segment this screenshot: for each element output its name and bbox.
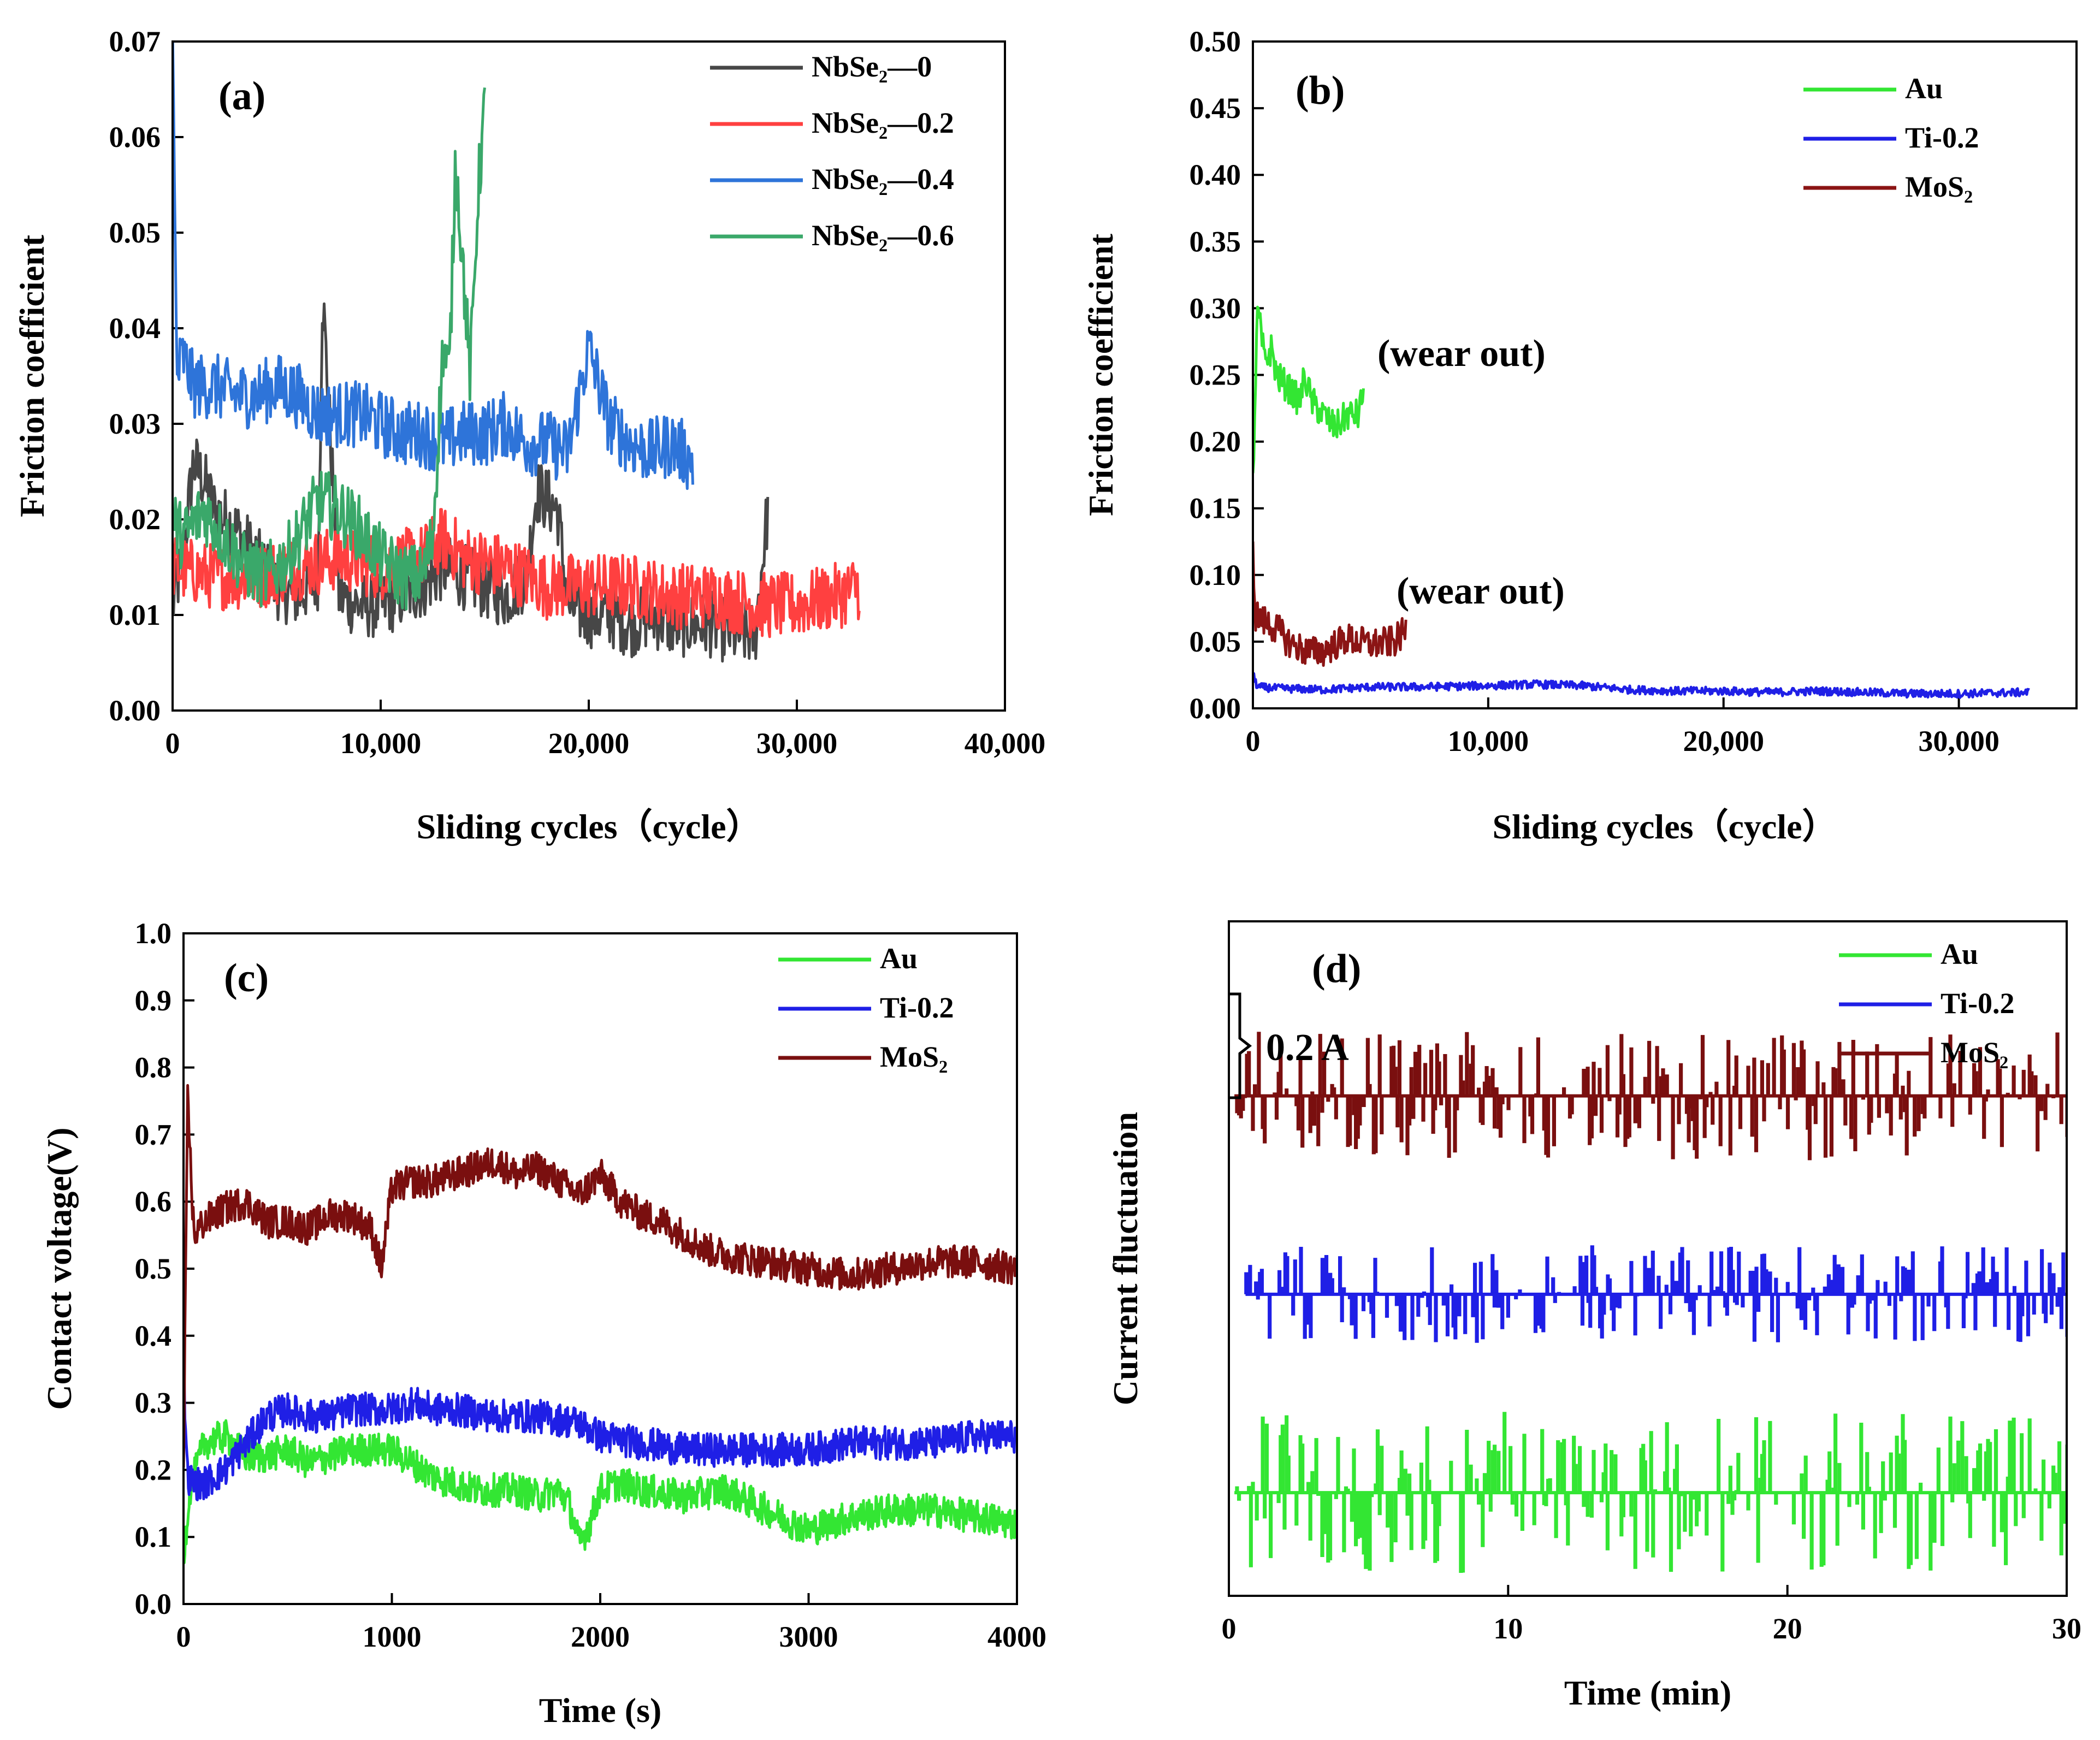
- y-tick-label: 0.07: [109, 25, 161, 58]
- annotation-wear-out: (wear out): [1397, 570, 1565, 612]
- series-line-MoS₂: [1234, 1032, 2066, 1161]
- x-tick-label: 30,000: [756, 727, 838, 760]
- y-tick-label: 0.8: [135, 1051, 172, 1084]
- y-tick-label: 0.30: [1190, 292, 1241, 324]
- legend-label: NbSe₂—0.4: [812, 163, 954, 196]
- x-tick-label: 20: [1773, 1612, 1802, 1645]
- y-tick-label: 1.0: [135, 917, 172, 950]
- series-line-NbSe₂—0.6: [174, 87, 486, 611]
- x-tick-label: 40,000: [965, 727, 1046, 760]
- y-tick-label: 0.45: [1190, 92, 1241, 125]
- x-tick-label: 10,000: [1448, 725, 1529, 757]
- plot-area: [174, 43, 861, 663]
- y-tick-label: 0.04: [109, 312, 161, 345]
- y-tick-label: 0.35: [1190, 225, 1241, 258]
- series-line-Ti-0.2: [1254, 672, 2030, 699]
- y-tick-label: 0.10: [1190, 559, 1241, 591]
- panel-letter: (c): [224, 956, 269, 1001]
- x-tick-label: 4000: [987, 1620, 1046, 1653]
- y-tick-label: 0.00: [109, 694, 161, 727]
- plot-area: [1254, 305, 2030, 699]
- legend-label: Ti-0.2: [1941, 987, 2015, 1020]
- x-tick-label: 20,000: [1683, 725, 1764, 757]
- series-line-MoS₂: [185, 1084, 1016, 1468]
- y-axis-label: Contact voltage(V): [40, 1127, 79, 1410]
- chart-panel-b: 0 10,000 20,000 30,000 0.00 0.05 0.10 0.15 0.20 0…: [1081, 25, 2078, 846]
- legend-label: Au: [1941, 938, 1978, 970]
- series-line-MoS₂: [1254, 541, 1407, 667]
- y-tick-label: 0.5: [135, 1252, 172, 1285]
- panel-letter: (b): [1296, 68, 1345, 113]
- x-tick-label: 10: [1493, 1612, 1523, 1645]
- x-tick-label: 2000: [571, 1620, 630, 1653]
- y-tick-label: 0.4: [135, 1319, 172, 1352]
- series-line-Ti-0.2: [185, 1372, 1016, 1501]
- y-tick-label: 0.00: [1190, 692, 1241, 725]
- x-axis-label: Time (s): [539, 1691, 662, 1730]
- y-tick-label: 0.15: [1190, 492, 1241, 525]
- legend-label: NbSe₂—0.6: [812, 219, 954, 252]
- y-tick-label: 0.6: [135, 1185, 172, 1218]
- legend-label: Au: [880, 942, 918, 975]
- legend-label: NbSe₂—0: [812, 50, 932, 83]
- x-tick-label: 0: [176, 1620, 191, 1653]
- y-tick-label: 0.05: [109, 216, 161, 249]
- plot-area: [185, 1084, 1016, 1564]
- y-tick-label: 0.05: [1190, 625, 1241, 658]
- chart-panel-d: 0 10 20 30 Time (min) Current fluctuation (d) 0…: [1106, 920, 2081, 1712]
- y-tick-label: 0.3: [135, 1387, 172, 1419]
- y-tick-label: 0.50: [1190, 25, 1241, 58]
- x-tick-label: 30,000: [1918, 725, 2000, 757]
- x-axis-label: Time (min): [1564, 1673, 1731, 1712]
- x-tick-label: 0: [165, 727, 180, 760]
- series-line-Au: [185, 1419, 1016, 1564]
- y-tick-label: 0.7: [135, 1118, 172, 1151]
- y-tick-label: 0.20: [1190, 425, 1241, 458]
- legend-label: MoS₂: [880, 1040, 948, 1073]
- y-axis-label: Friction coefficient: [13, 234, 51, 517]
- x-tick-label: 3000: [779, 1620, 838, 1653]
- series-line-Au: [1254, 305, 1365, 474]
- x-tick-label: 20,000: [548, 727, 630, 760]
- y-tick-label: 0.2: [135, 1453, 172, 1486]
- legend-label: Ti-0.2: [880, 991, 954, 1024]
- legend-label: NbSe₂—0.2: [812, 106, 954, 139]
- x-tick-label: 10,000: [340, 727, 422, 760]
- x-axis-label: Sliding cycles（cycle）: [416, 807, 761, 846]
- annotation-wear-out: (wear out): [1377, 333, 1546, 375]
- x-tick-label: 0: [1246, 725, 1261, 757]
- x-tick-label: 1000: [363, 1620, 422, 1653]
- series-line-NbSe₂—0.4: [174, 43, 694, 490]
- x-tick-label: 0: [1222, 1612, 1237, 1645]
- y-tick-label: 0.25: [1190, 359, 1241, 392]
- legend-label: Au: [1905, 72, 1943, 105]
- chart-panel-a: 0 10,000 20,000 30,000 40,000 0.00 0.01 0.02 0.0…: [13, 25, 1046, 846]
- y-tick-label: 0.03: [109, 407, 161, 440]
- scale-bar-brace: [1229, 992, 1252, 1099]
- plot-frame: [1228, 920, 2068, 1597]
- legend-label: Ti-0.2: [1905, 121, 1979, 154]
- y-tick-label: 0.02: [109, 503, 161, 536]
- plot-area: [1234, 1032, 2066, 1573]
- x-axis-label: Sliding cycles（cycle）: [1492, 807, 1837, 846]
- chart-panel-c: 0 1000 2000 3000 4000 0.0 0.1 0.2 0.3 0.4 0.5 0.6 0.…: [40, 917, 1046, 1730]
- legend-label: MoS₂: [1941, 1036, 2008, 1069]
- legend-label: MoS₂: [1905, 170, 1973, 203]
- y-tick-label: 0.1: [135, 1520, 172, 1553]
- y-tick-label: 0.06: [109, 121, 161, 153]
- panel-letter: (a): [218, 74, 265, 119]
- y-tick-label: 0.01: [109, 599, 161, 631]
- panel-letter: (d): [1312, 946, 1361, 991]
- x-tick-label: 30: [2052, 1612, 2081, 1645]
- y-axis-label: Friction coefficient: [1081, 233, 1120, 516]
- y-tick-label: 0.9: [135, 984, 172, 1017]
- scale-bar-label: 0.2 A: [1266, 1027, 1349, 1069]
- y-axis-label: Current fluctuation: [1106, 1112, 1145, 1405]
- y-tick-label: 0.0: [135, 1588, 172, 1620]
- y-tick-label: 0.40: [1190, 158, 1241, 191]
